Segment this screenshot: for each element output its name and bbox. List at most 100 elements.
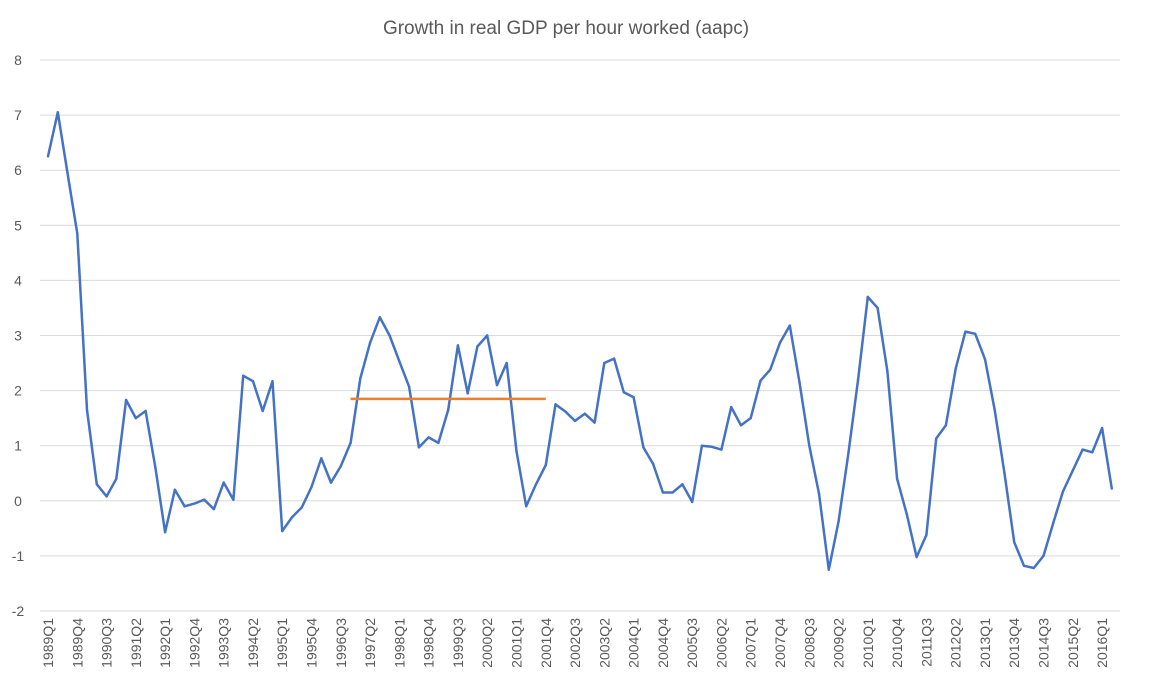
data-point: [222, 481, 225, 484]
x-tick-label: 1993Q3: [216, 618, 232, 668]
data-point: [320, 457, 323, 460]
x-axis-ticks: 1989Q1 1989Q4 1990Q3 1991Q2 1992Q1 1992Q4 1993…: [40, 618, 1110, 668]
chart-title: Growth in real GDP per hour worked (aapc…: [383, 18, 749, 39]
data-point: [603, 361, 606, 365]
data-point: [300, 506, 303, 509]
y-tick-label: -2: [12, 603, 25, 619]
data-point: [817, 492, 821, 495]
data-point: [856, 378, 860, 381]
data-point: [886, 370, 889, 373]
x-tick-label: 1994Q2: [245, 618, 261, 668]
y-tick-label: 2: [14, 383, 22, 399]
data-point: [925, 533, 928, 537]
data-point: [1003, 472, 1006, 475]
data-point: [281, 529, 284, 533]
x-tick-label: 2010Q1: [860, 618, 876, 668]
x-tick-label: 2016Q1: [1094, 618, 1110, 668]
data-point: [847, 452, 850, 456]
x-tick-label: 2007Q1: [743, 618, 759, 668]
data-point: [251, 380, 255, 383]
data-point: [1042, 554, 1045, 558]
data-point: [690, 500, 694, 504]
data-point: [95, 483, 99, 486]
data-point: [163, 531, 167, 534]
data-point: [954, 367, 957, 370]
data-point: [974, 332, 977, 336]
data-point: [720, 448, 723, 451]
data-point: [466, 392, 469, 395]
data-point: [564, 410, 567, 413]
data-point: [1022, 564, 1026, 568]
data-point: [808, 444, 811, 447]
data-point: [437, 441, 440, 445]
data-point: [905, 513, 909, 516]
x-tick-label: 2014Q3: [1036, 618, 1052, 668]
x-tick-label: 1998Q1: [391, 618, 407, 668]
data-point: [534, 483, 538, 486]
x-tick-label: 1991Q2: [128, 618, 144, 668]
y-tick-label: 6: [14, 162, 22, 178]
data-point: [417, 446, 421, 449]
data-point: [124, 398, 128, 402]
data-point: [329, 481, 333, 484]
data-point: [544, 463, 547, 467]
series-layer: [46, 111, 1114, 571]
x-tick-label: 2015Q2: [1065, 618, 1081, 668]
x-tick-label: 2008Q3: [801, 618, 817, 668]
data-point: [1110, 487, 1114, 490]
x-tick-label: 2004Q1: [626, 618, 642, 668]
y-tick-label: -1: [12, 548, 25, 564]
data-point: [46, 155, 50, 158]
y-tick-label: 8: [14, 52, 22, 68]
data-point: [827, 568, 830, 571]
data-point: [769, 368, 772, 371]
series-line-gdp-growth: [46, 111, 1114, 571]
data-point: [593, 421, 596, 424]
data-point: [310, 485, 313, 489]
data-point: [866, 295, 870, 299]
data-point: [730, 405, 733, 409]
data-point: [944, 424, 948, 427]
data-point: [993, 408, 996, 412]
data-point: [895, 477, 899, 480]
data-point: [349, 441, 352, 445]
x-tick-label: 2000Q2: [479, 618, 495, 668]
data-point: [193, 502, 196, 505]
data-point: [983, 357, 987, 361]
data-point: [583, 412, 586, 415]
data-point: [339, 464, 342, 468]
data-point: [456, 344, 460, 347]
x-tick-label: 2001Q4: [538, 618, 554, 668]
data-point: [876, 306, 879, 310]
data-point: [1052, 521, 1055, 525]
data-point: [681, 483, 684, 486]
x-tick-label: 2010Q4: [889, 618, 905, 668]
gridlines: [40, 59, 1120, 612]
x-tick-label: 2013Q4: [1006, 618, 1022, 668]
data-point: [427, 436, 430, 439]
data-point: [651, 462, 655, 466]
data-point: [710, 445, 713, 449]
y-tick-label: 4: [14, 272, 22, 288]
data-point: [1013, 540, 1016, 544]
data-point: [85, 408, 89, 412]
data-point: [173, 488, 177, 491]
data-point: [154, 466, 157, 469]
data-point: [505, 361, 508, 365]
x-tick-label: 1997Q2: [362, 618, 378, 668]
data-point: [202, 498, 206, 501]
data-point: [56, 111, 59, 114]
data-point: [105, 495, 108, 498]
x-tick-label: 1989Q4: [69, 618, 85, 668]
data-point: [661, 491, 665, 494]
x-tick-label: 2009Q2: [831, 618, 847, 668]
data-point: [359, 377, 362, 380]
x-tick-label: 2003Q2: [596, 618, 612, 668]
x-tick-label: 2004Q4: [655, 618, 671, 668]
data-point: [759, 379, 762, 382]
data-point: [778, 341, 782, 344]
data-point: [1081, 448, 1084, 451]
data-point: [183, 505, 186, 508]
data-point: [76, 232, 79, 235]
data-point: [798, 381, 801, 384]
